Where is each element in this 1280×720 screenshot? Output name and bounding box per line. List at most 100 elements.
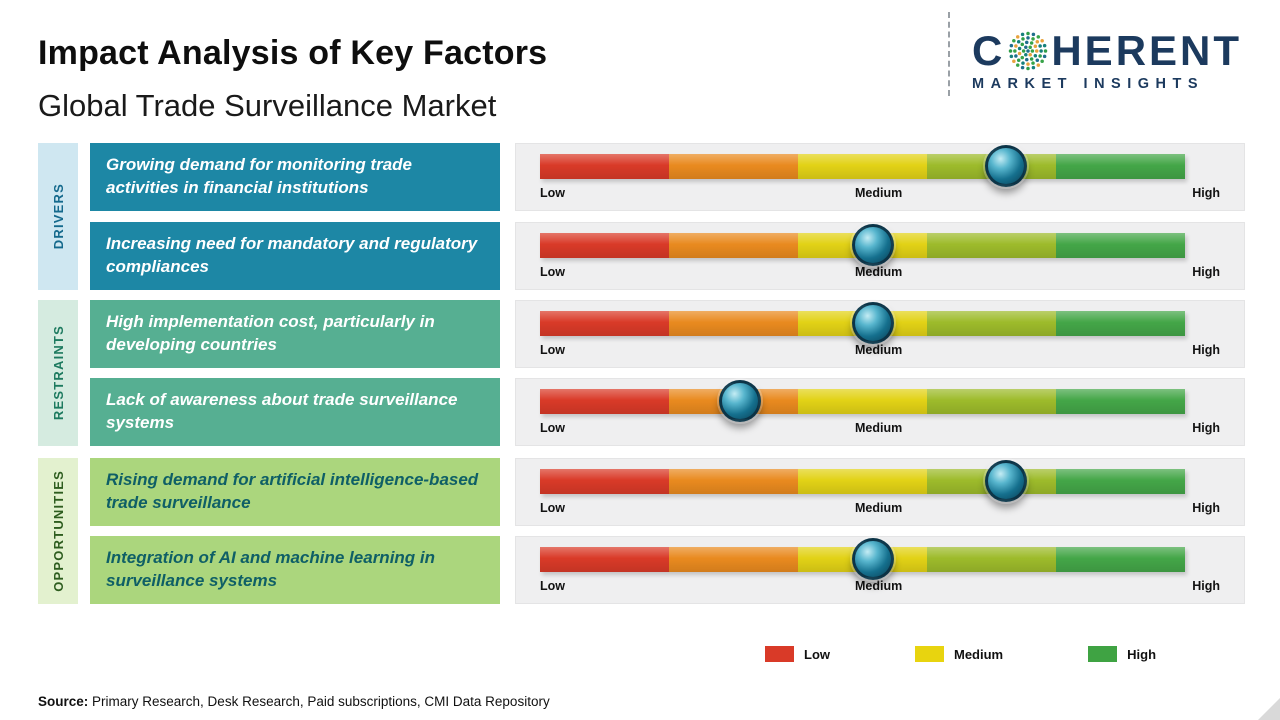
legend-item-high: High (1088, 646, 1156, 662)
page-title: Impact Analysis of Key Factors (38, 34, 548, 72)
gauge-marker-sphere (851, 302, 894, 344)
impact-gauge: Low Medium High (515, 300, 1245, 368)
gauge-bar (540, 145, 1185, 187)
scale-medium-label: Medium (854, 579, 903, 593)
gauge-segment-low (540, 233, 669, 258)
gauge-bar (540, 538, 1185, 580)
gauge-segment-high (1056, 389, 1185, 414)
gauge-bar (540, 224, 1185, 266)
legend: Low Medium High (765, 646, 1156, 662)
scale-medium-label: Medium (854, 265, 903, 279)
gauge-scale-labels: Low Medium High (540, 501, 1220, 515)
gauge-marker-sphere (984, 460, 1027, 502)
scale-medium-label: Medium (854, 186, 903, 200)
impact-gauge: Low Medium High (515, 458, 1245, 526)
gauge-marker-sphere (984, 145, 1027, 187)
factor-box: Lack of awareness about trade surveillan… (90, 378, 500, 446)
gauge-segment-low-medium (669, 469, 798, 494)
gauge-bar (540, 460, 1185, 502)
impact-gauge: Low Medium High (515, 143, 1245, 211)
page-subtitle: Global Trade Surveillance Market (38, 88, 497, 123)
factor-text: Lack of awareness about trade surveillan… (106, 390, 458, 432)
legend-label: High (1127, 646, 1157, 662)
gauge-segment-low-medium (669, 311, 798, 336)
source-line: Source: Primary Research, Desk Research,… (38, 694, 550, 709)
gauge-segment-medium (798, 389, 927, 414)
gauge-segment-low (540, 547, 669, 572)
gauge-scale-labels: Low Medium High (540, 343, 1220, 357)
gauge-segment-low (540, 311, 669, 336)
gauge-segment-medium-high (927, 311, 1056, 336)
company-logo: C HERENT MARKET INSIGHTS (972, 27, 1264, 93)
gauge-segment-high (1056, 154, 1185, 179)
gauge-segment-low-medium (669, 154, 798, 179)
gauge-segment-high (1056, 469, 1185, 494)
factor-text: Increasing need for mandatory and regula… (106, 234, 478, 276)
gauge-segment-low (540, 469, 669, 494)
factor-box: Growing demand for monitoring trade acti… (90, 143, 500, 211)
logo-dots-icon (1007, 30, 1049, 72)
scale-low-label: Low (540, 343, 565, 357)
legend-item-low: Low (765, 646, 830, 662)
scale-low-label: Low (540, 579, 565, 593)
scale-high-label: High (1192, 186, 1220, 200)
gauge-marker-sphere (851, 538, 894, 580)
gauge-segment-medium-high (927, 389, 1056, 414)
gauge-segment-medium-high (927, 547, 1056, 572)
scale-high-label: High (1192, 501, 1220, 515)
gauge-segment-medium (798, 469, 927, 494)
category-tab-drivers: DRIVERS (38, 143, 78, 290)
impact-gauge: Low Medium High (515, 222, 1245, 290)
factor-box: High implementation cost, particularly i… (90, 300, 500, 368)
category-tab-restraints: RESTRAINTS (38, 300, 78, 446)
gauge-segment-medium-high (927, 233, 1056, 258)
gauge-segment-low-medium (669, 233, 798, 258)
scale-low-label: Low (540, 186, 565, 200)
factor-box: Integration of AI and machine learning i… (90, 536, 500, 604)
factor-text: Growing demand for monitoring trade acti… (106, 155, 412, 197)
logo-text-start: C (972, 27, 1006, 74)
scale-medium-label: Medium (854, 343, 903, 357)
gauge-segment-high (1056, 311, 1185, 336)
gauge-scale-labels: Low Medium High (540, 186, 1220, 200)
factor-box: Increasing need for mandatory and regula… (90, 222, 500, 290)
gauge-scale-labels: Low Medium High (540, 265, 1220, 279)
logo-text-end: HERENT (1051, 27, 1243, 74)
category-tab-opportunities: OPPORTUNITIES (38, 458, 78, 604)
gauge-scale-labels: Low Medium High (540, 579, 1220, 593)
scale-high-label: High (1192, 579, 1220, 593)
factor-text: High implementation cost, particularly i… (106, 312, 435, 354)
logo-tagline: MARKET INSIGHTS (972, 76, 1205, 92)
gauge-segment-high (1056, 233, 1185, 258)
legend-swatch-low (765, 646, 794, 662)
legend-swatch-medium (915, 646, 944, 662)
category-label: DRIVERS (50, 183, 66, 250)
scale-low-label: Low (540, 421, 565, 435)
scale-high-label: High (1192, 421, 1220, 435)
impact-gauge: Low Medium High (515, 536, 1245, 604)
source-label: Source: (38, 694, 89, 709)
logo-divider (948, 12, 950, 96)
scale-high-label: High (1192, 343, 1220, 357)
gauge-marker-sphere (718, 380, 761, 422)
legend-swatch-high (1088, 646, 1118, 662)
category-label: OPPORTUNITIES (50, 470, 66, 592)
gauge-segment-low (540, 154, 669, 179)
scale-medium-label: Medium (854, 421, 903, 435)
gauge-marker-sphere (851, 224, 894, 266)
gauge-segment-medium (798, 154, 927, 179)
legend-label: Medium (954, 646, 1004, 662)
category-label: RESTRAINTS (50, 325, 66, 421)
gauge-segment-low-medium (669, 547, 798, 572)
source-text: Primary Research, Desk Research, Paid su… (92, 694, 550, 709)
gauge-segment-high (1056, 547, 1185, 572)
legend-label: Low (804, 646, 830, 662)
impact-gauge: Low Medium High (515, 378, 1245, 446)
gauge-scale-labels: Low Medium High (540, 421, 1220, 435)
legend-item-medium: Medium (915, 646, 1003, 662)
gauge-segment-low (540, 389, 669, 414)
factor-text: Integration of AI and machine learning i… (106, 548, 436, 590)
scale-low-label: Low (540, 265, 565, 279)
scale-high-label: High (1192, 265, 1220, 279)
